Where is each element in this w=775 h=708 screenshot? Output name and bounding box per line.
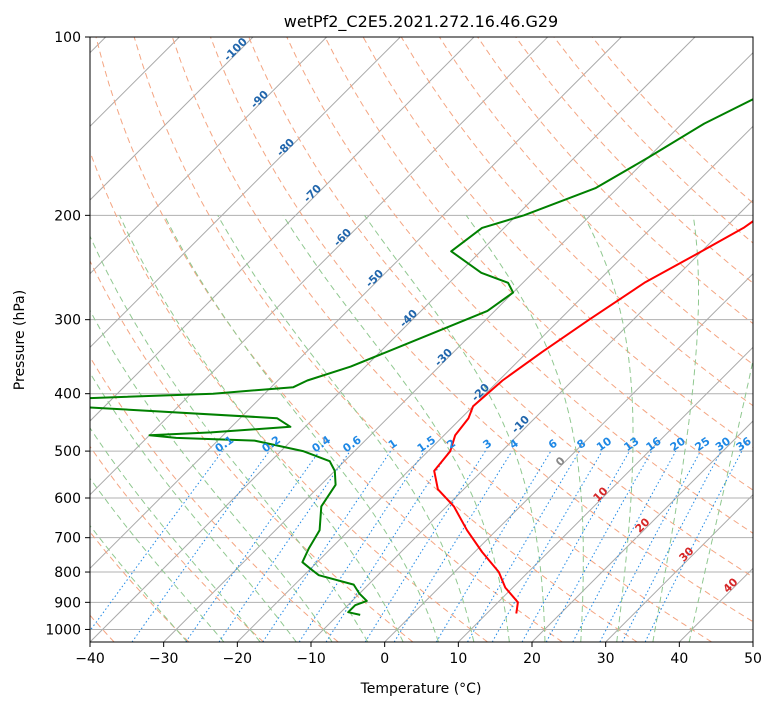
isotherm-line [90, 37, 696, 642]
y-tick-label: 600 [54, 491, 81, 507]
mixing-ratio-line [262, 450, 392, 642]
moist-adiabat-line [583, 215, 634, 642]
y-tick-label: 400 [54, 387, 81, 403]
mixing-ratio-line [393, 450, 513, 642]
dry-adiabat-line [90, 259, 414, 642]
x-tick-label: 10 [449, 651, 467, 667]
y-tick-label: 1000 [45, 622, 81, 638]
x-axis-title: Temperature (°C) [360, 681, 482, 697]
mixing-ratio-line [644, 450, 743, 642]
isotherm-line [457, 346, 753, 642]
background-lines [90, 37, 753, 642]
x-tick-label: 20 [523, 651, 541, 667]
moist-adiabat-line [90, 309, 333, 642]
isotherm-line [163, 51, 753, 642]
moist-adiabat-line [90, 235, 369, 642]
temperature-profile-line [433, 220, 753, 614]
x-tick-label: 50 [744, 651, 762, 667]
moist-adiabat-line [90, 427, 261, 642]
isotherm-line [90, 37, 401, 349]
isotherm-line [90, 37, 475, 422]
moist-adiabat-line [90, 371, 297, 642]
dry-adiabat-line [171, 37, 712, 642]
moist-adiabat-line [119, 215, 404, 642]
plot-frame [89, 36, 754, 643]
dry-adiabat-line [248, 37, 753, 578]
mixing-ratio-line [131, 450, 270, 642]
x-tick-label: 30 [597, 651, 615, 667]
mixing-ratio-line [545, 450, 653, 642]
moist-adiabat-line [163, 215, 439, 642]
isotherm-line [90, 37, 328, 275]
x-tick-label: −10 [296, 651, 326, 667]
isotherm-line [236, 125, 753, 642]
moist-adiabat-line [217, 215, 475, 642]
y-tick-label: 500 [54, 444, 81, 460]
x-tick-label: −30 [149, 651, 179, 667]
isotherm-line [531, 420, 753, 642]
dry-adiabat-line [95, 37, 563, 642]
dry-adiabat-line [90, 445, 264, 642]
isotherm-line [605, 493, 753, 642]
isotherm-line [384, 272, 753, 642]
x-tick-label: −20 [223, 651, 253, 667]
dry-adiabat-line [515, 37, 753, 284]
mixing-ratio-line [521, 450, 630, 642]
mixing-ratio-line [325, 450, 450, 642]
moist-adiabat-line [652, 215, 699, 642]
y-axis-title: Pressure (hPa) [12, 290, 28, 390]
moist-adiabat-line [465, 215, 584, 642]
axes: −40 −30 −20 −10 0 10 20 30 40 50 100 200 300 400 500 60… [45, 30, 762, 667]
isotherm-line [90, 37, 622, 570]
isotherm-line [90, 37, 549, 496]
x-tick-label: 40 [670, 651, 688, 667]
x-tick-label: 0 [380, 651, 389, 667]
y-tick-label: 100 [54, 30, 81, 46]
moist-adiabat-line [90, 477, 225, 642]
x-tick-label: −40 [75, 651, 105, 667]
y-tick-label: 900 [54, 595, 81, 611]
dry-adiabat-line [286, 37, 753, 534]
mixing-ratio-line [572, 450, 677, 642]
mixing-ratio-line [298, 450, 425, 642]
chart-title: wetPf2_C2E5.2021.272.16.46.G29 [284, 12, 558, 32]
mixing-ratio-line [218, 450, 351, 642]
y-tick-label: 800 [54, 565, 81, 581]
moist-adiabat-line [364, 215, 546, 642]
dewpoint-profile-line [90, 98, 753, 616]
dry-adiabat-line [210, 37, 753, 623]
y-tick-label: 300 [54, 313, 81, 329]
y-tick-label: 700 [54, 531, 81, 547]
dry-adiabat-line [133, 37, 638, 642]
dry-adiabat-line [90, 356, 339, 642]
profile-series [90, 98, 753, 616]
mixing-ratio-line [185, 450, 320, 642]
dry-adiabat-line [324, 37, 753, 491]
y-tick-label: 200 [54, 208, 81, 224]
isotherm-line [90, 37, 254, 201]
mixing-ratio-line [90, 450, 223, 632]
